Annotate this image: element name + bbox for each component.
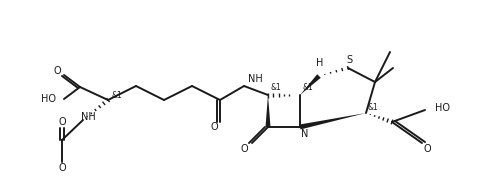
Text: O: O — [58, 163, 66, 173]
Text: S: S — [346, 55, 352, 65]
Text: &1: &1 — [302, 84, 313, 93]
Text: HO: HO — [41, 94, 56, 104]
Text: &1: &1 — [111, 90, 122, 99]
Text: N: N — [301, 129, 309, 139]
Text: &1: &1 — [271, 84, 281, 93]
Text: H: H — [316, 58, 324, 68]
Polygon shape — [300, 113, 366, 129]
Text: NH: NH — [248, 74, 263, 84]
Polygon shape — [300, 74, 321, 95]
Text: O: O — [240, 144, 248, 154]
Text: O: O — [423, 144, 431, 154]
Text: O: O — [210, 122, 218, 132]
Text: O: O — [53, 66, 61, 76]
Text: HO: HO — [435, 103, 450, 113]
Polygon shape — [266, 95, 271, 127]
Text: O: O — [58, 117, 66, 127]
Text: &1: &1 — [368, 104, 379, 113]
Text: NH: NH — [81, 112, 95, 122]
